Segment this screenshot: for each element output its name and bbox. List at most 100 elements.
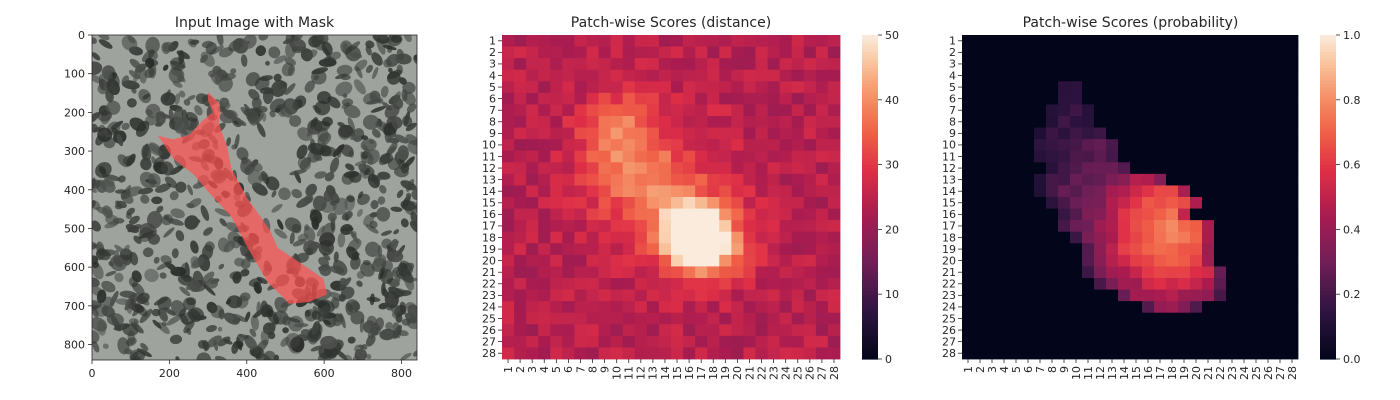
heatmap-cell [1106,254,1119,267]
heatmap-cell [1046,220,1059,233]
colorbar-segment [862,235,878,240]
heatmap-cell [1130,58,1143,71]
col-tick-label: 4 [538,366,551,373]
heatmap-cell [1214,81,1227,94]
colorbar-segment [862,255,878,260]
heatmap-cell [526,69,539,82]
heatmap-cell [658,81,672,94]
texture-blotch [349,52,363,59]
heatmap-cell [1250,150,1263,163]
colorbar-segment [1320,106,1336,111]
texture-blotch [159,272,167,279]
heatmap-cell [1106,208,1119,221]
texture-blotch [346,246,359,261]
texture-blotch [366,354,372,360]
heatmap-cell [1190,185,1203,198]
row-tick-label: 3 [949,58,956,71]
heatmap-cell [986,289,999,302]
heatmap-cell [610,278,624,290]
col-tick-label: 6 [1022,366,1035,373]
texture-blotch [191,257,205,269]
colorbar-segment [1320,307,1336,311]
heatmap-cell [562,266,575,279]
texture-blotch [232,271,242,284]
texture-blotch [278,187,291,201]
heatmap-cell [550,324,563,337]
heatmap-cell [815,208,829,221]
heatmap-cell [827,92,841,105]
colorbar-segment [862,148,878,153]
heatmap-cell [622,266,636,279]
heatmap-cell [1202,81,1215,94]
heatmap-cell [683,46,696,59]
heatmap-cell [514,231,527,244]
colorbar-segment [1320,326,1336,331]
texture-blotch [170,208,185,219]
heatmap-cell [1286,69,1299,82]
heatmap-cell [1190,220,1203,233]
texture-blotch [366,64,373,74]
heatmap-cell [791,35,805,47]
heatmap-cell [1178,185,1191,198]
heatmap-cell [779,46,793,59]
heatmap-cell [1178,278,1191,290]
heatmap-cell [1226,35,1239,47]
heatmap-cell [1238,312,1251,325]
texture-blotch [336,64,353,77]
colorbar-segment [1320,145,1336,149]
texture-blotch [92,242,97,250]
texture-blotch [218,47,234,58]
heatmap-cell [743,58,756,71]
heatmap-cell [731,254,744,267]
heatmap-cell [1106,243,1119,256]
heatmap-cell [502,220,515,233]
texture-blotch [363,320,376,333]
y-tick-label: 300 [64,145,85,158]
texture-blotch [317,132,332,146]
heatmap-cell [1238,162,1251,175]
heatmap-cell [974,185,987,198]
col-tick-label: 25 [792,366,805,380]
texture-blotch [148,173,161,188]
heatmap-cell [1202,254,1215,267]
heatmap-cell [1190,46,1203,59]
heatmap-cell [562,162,575,175]
heatmap-cell [1178,46,1191,59]
colorbar-segment [862,60,878,65]
colorbar-tick-label: 0.2 [1343,288,1361,301]
heatmap-cell [803,81,817,94]
heatmap-cell [610,231,624,244]
texture-blotch [92,37,97,44]
heatmap-cell [1010,116,1023,128]
heatmap-cell [815,173,829,186]
heatmap-cell [1202,208,1215,221]
heatmap-cell [998,301,1011,314]
heatmap-cell [586,35,599,47]
heatmap-cell [998,150,1011,163]
texture-blotch [163,227,175,238]
heatmap-cell [1034,231,1047,244]
heatmap-cell [1238,347,1251,360]
heatmap-cell [1070,185,1083,198]
heatmap-cell [526,312,539,325]
heatmap-cell [1106,69,1119,82]
texture-blotch [349,135,364,141]
heatmap-cell [562,301,575,314]
texture-blotch [365,334,376,347]
texture-blotch [102,296,115,309]
heatmap-cell [974,92,987,105]
heatmap-cell [610,301,624,314]
heatmap-cell [803,324,817,337]
texture-blotch [380,85,389,98]
heatmap-cell [646,46,660,59]
row-tick-label: 17 [942,220,956,233]
texture-blotch [303,226,316,242]
col-tick-label: 16 [683,366,696,380]
texture-blotch [151,196,163,205]
heatmap-cell [1190,266,1203,279]
heatmap-cell [1250,92,1263,105]
texture-blotch [248,278,263,287]
heatmap-cell [791,243,805,256]
heatmap-cell [1154,208,1167,221]
heatmap-cell [1010,173,1023,186]
